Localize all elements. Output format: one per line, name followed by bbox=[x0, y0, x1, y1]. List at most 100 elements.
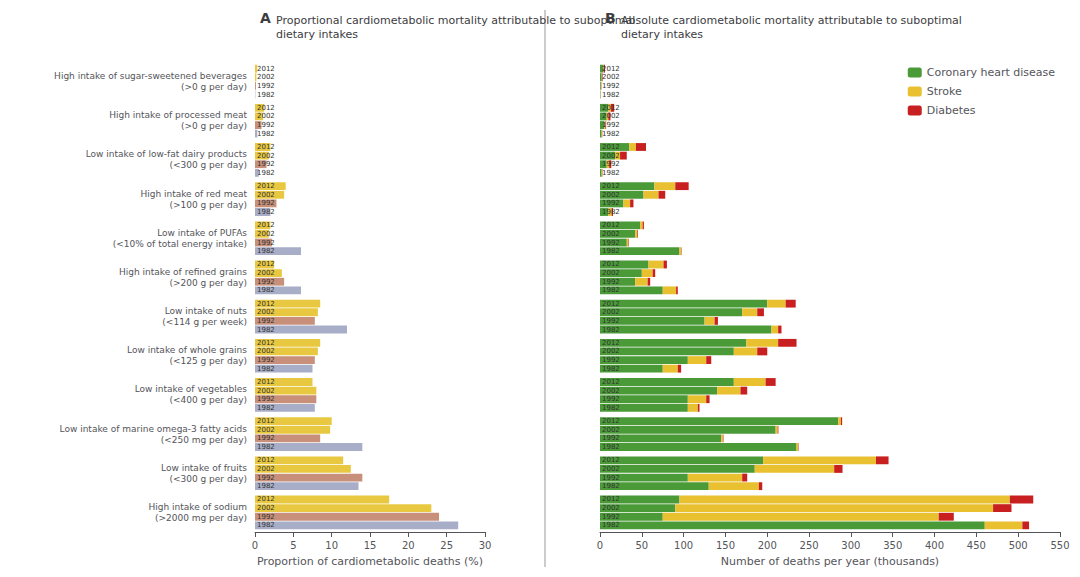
svg-text:400: 400 bbox=[925, 540, 944, 551]
svg-text:2012: 2012 bbox=[257, 378, 275, 386]
svg-text:1992: 1992 bbox=[602, 356, 620, 364]
svg-text:1982: 1982 bbox=[602, 130, 620, 138]
svg-text:1992: 1992 bbox=[602, 199, 620, 207]
svg-text:1982: 1982 bbox=[257, 482, 275, 490]
svg-text:1992: 1992 bbox=[257, 121, 275, 129]
svg-text:2002: 2002 bbox=[602, 308, 620, 316]
svg-text:Low intake of whole grains: Low intake of whole grains bbox=[127, 345, 247, 355]
svg-text:1982: 1982 bbox=[257, 365, 275, 373]
svg-text:1992: 1992 bbox=[602, 278, 620, 286]
svg-text:2012: 2012 bbox=[602, 456, 620, 464]
svg-text:1982: 1982 bbox=[257, 169, 275, 177]
svg-text:Proportion of cardiometabolic: Proportion of cardiometabolic deaths (%) bbox=[257, 555, 483, 568]
svg-text:(>0 g per day): (>0 g per day) bbox=[181, 121, 247, 131]
svg-text:2002: 2002 bbox=[257, 152, 275, 160]
svg-text:2002: 2002 bbox=[602, 269, 620, 277]
svg-text:2012: 2012 bbox=[602, 182, 620, 190]
svg-text:1982: 1982 bbox=[257, 443, 275, 451]
svg-text:1982: 1982 bbox=[602, 247, 620, 255]
svg-text:Stroke: Stroke bbox=[927, 85, 962, 98]
svg-text:2012: 2012 bbox=[257, 104, 275, 112]
svg-text:(>100 g per day): (>100 g per day) bbox=[169, 200, 247, 210]
svg-text:2012: 2012 bbox=[257, 182, 275, 190]
svg-text:1982: 1982 bbox=[257, 404, 275, 412]
svg-text:2012: 2012 bbox=[602, 65, 620, 73]
svg-text:2012: 2012 bbox=[257, 143, 275, 151]
svg-text:1992: 1992 bbox=[257, 160, 275, 168]
svg-text:2002: 2002 bbox=[257, 347, 275, 355]
svg-text:Low intake of low-fat dairy pr: Low intake of low-fat dairy products bbox=[86, 149, 248, 159]
svg-text:2002: 2002 bbox=[602, 387, 620, 395]
svg-text:2012: 2012 bbox=[602, 495, 620, 503]
svg-text:2012: 2012 bbox=[602, 260, 620, 268]
svg-text:1982: 1982 bbox=[257, 247, 275, 255]
svg-text:(<125 g per day): (<125 g per day) bbox=[169, 356, 247, 366]
svg-text:1992: 1992 bbox=[602, 121, 620, 129]
svg-text:1982: 1982 bbox=[602, 482, 620, 490]
svg-text:1982: 1982 bbox=[257, 91, 275, 99]
svg-text:2012: 2012 bbox=[602, 104, 620, 112]
svg-text:2002: 2002 bbox=[257, 230, 275, 238]
svg-text:1992: 1992 bbox=[257, 395, 275, 403]
svg-text:2012: 2012 bbox=[602, 221, 620, 229]
svg-text:B: B bbox=[605, 10, 616, 26]
svg-text:15: 15 bbox=[364, 540, 377, 551]
svg-text:Low intake of marine omega-3 f: Low intake of marine omega-3 fatty acids bbox=[60, 424, 248, 434]
svg-text:2002: 2002 bbox=[257, 308, 275, 316]
svg-text:1992: 1992 bbox=[257, 474, 275, 482]
svg-text:Coronary heart disease: Coronary heart disease bbox=[927, 66, 1055, 79]
svg-text:1992: 1992 bbox=[257, 356, 275, 364]
svg-text:1992: 1992 bbox=[602, 82, 620, 90]
svg-text:1992: 1992 bbox=[257, 278, 275, 286]
svg-text:2002: 2002 bbox=[602, 426, 620, 434]
svg-text:250: 250 bbox=[800, 540, 819, 551]
svg-text:2002: 2002 bbox=[257, 387, 275, 395]
svg-text:550: 550 bbox=[1050, 540, 1069, 551]
svg-text:1992: 1992 bbox=[257, 82, 275, 90]
svg-text:1982: 1982 bbox=[602, 443, 620, 451]
svg-text:350: 350 bbox=[883, 540, 902, 551]
svg-text:2002: 2002 bbox=[257, 73, 275, 81]
svg-text:Diabetes: Diabetes bbox=[927, 104, 976, 117]
svg-text:1992: 1992 bbox=[257, 434, 275, 442]
svg-text:(>0 g per day): (>0 g per day) bbox=[181, 82, 247, 92]
svg-text:1992: 1992 bbox=[257, 513, 275, 521]
svg-text:2012: 2012 bbox=[257, 260, 275, 268]
svg-text:1992: 1992 bbox=[602, 239, 620, 247]
svg-text:Low intake of PUFAs: Low intake of PUFAs bbox=[157, 228, 247, 238]
svg-text:1982: 1982 bbox=[602, 404, 620, 412]
svg-text:200: 200 bbox=[758, 540, 777, 551]
svg-text:(<300 g per day): (<300 g per day) bbox=[169, 474, 247, 484]
svg-text:2002: 2002 bbox=[257, 465, 275, 473]
svg-text:Low intake of fruits: Low intake of fruits bbox=[161, 463, 247, 473]
svg-text:20: 20 bbox=[402, 540, 415, 551]
svg-text:2002: 2002 bbox=[602, 230, 620, 238]
svg-text:A: A bbox=[260, 10, 271, 26]
svg-text:1982: 1982 bbox=[257, 130, 275, 138]
svg-text:2012: 2012 bbox=[257, 456, 275, 464]
svg-text:1992: 1992 bbox=[602, 474, 620, 482]
svg-text:100: 100 bbox=[674, 540, 693, 551]
svg-text:1982: 1982 bbox=[602, 326, 620, 334]
svg-text:1992: 1992 bbox=[602, 513, 620, 521]
svg-text:2002: 2002 bbox=[602, 504, 620, 512]
svg-text:Low intake of vegetables: Low intake of vegetables bbox=[135, 384, 248, 394]
svg-text:1992: 1992 bbox=[602, 317, 620, 325]
svg-text:2002: 2002 bbox=[602, 347, 620, 355]
svg-text:0: 0 bbox=[252, 540, 258, 551]
svg-text:Proportional cardiometabolic m: Proportional cardiometabolic mortality a… bbox=[276, 14, 635, 27]
svg-text:2002: 2002 bbox=[257, 112, 275, 120]
svg-text:1982: 1982 bbox=[257, 286, 275, 294]
svg-text:2012: 2012 bbox=[257, 221, 275, 229]
svg-text:0: 0 bbox=[597, 540, 603, 551]
svg-text:500: 500 bbox=[1009, 540, 1028, 551]
svg-text:30: 30 bbox=[479, 540, 492, 551]
svg-text:1992: 1992 bbox=[602, 434, 620, 442]
svg-text:2012: 2012 bbox=[257, 300, 275, 308]
svg-text:2012: 2012 bbox=[602, 378, 620, 386]
svg-text:1982: 1982 bbox=[602, 521, 620, 529]
svg-text:dietary intakes: dietary intakes bbox=[621, 28, 703, 41]
svg-text:10: 10 bbox=[325, 540, 338, 551]
svg-text:1982: 1982 bbox=[257, 326, 275, 334]
svg-text:450: 450 bbox=[967, 540, 986, 551]
